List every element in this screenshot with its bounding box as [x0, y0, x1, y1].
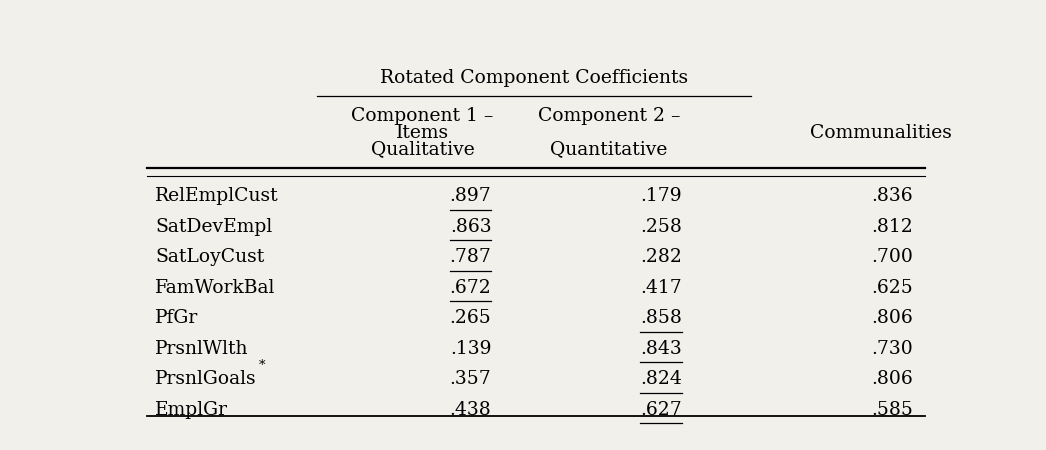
Text: RelEmplCust: RelEmplCust: [155, 187, 278, 205]
Text: .806: .806: [871, 309, 913, 327]
Text: .357: .357: [450, 370, 492, 388]
Text: *: *: [259, 359, 266, 372]
Text: .787: .787: [450, 248, 492, 266]
Text: .806: .806: [871, 370, 913, 388]
Text: Component 1 –: Component 1 –: [351, 108, 494, 126]
Text: .625: .625: [871, 279, 913, 297]
Text: .265: .265: [450, 309, 492, 327]
Text: Quantitative: Quantitative: [550, 140, 667, 158]
Text: PfGr: PfGr: [155, 309, 199, 327]
Text: .179: .179: [640, 187, 682, 205]
Text: PrsnlGoals: PrsnlGoals: [155, 370, 256, 388]
Text: PrsnlWlth: PrsnlWlth: [155, 339, 249, 357]
Text: FamWorkBal: FamWorkBal: [155, 279, 275, 297]
Text: .836: .836: [871, 187, 913, 205]
Text: Items: Items: [396, 124, 449, 142]
Text: EmplGr: EmplGr: [155, 400, 228, 418]
Text: .897: .897: [450, 187, 492, 205]
Text: Communalities: Communalities: [810, 124, 952, 142]
Text: .700: .700: [871, 248, 913, 266]
Text: .824: .824: [640, 370, 682, 388]
Text: .672: .672: [450, 279, 492, 297]
Text: .858: .858: [640, 309, 682, 327]
Text: Rotated Component Coefficients: Rotated Component Coefficients: [380, 69, 688, 87]
Text: .417: .417: [640, 279, 682, 297]
Text: .843: .843: [640, 339, 682, 357]
Text: SatDevEmpl: SatDevEmpl: [155, 217, 272, 235]
Text: .139: .139: [450, 339, 492, 357]
Text: .438: .438: [450, 400, 492, 418]
Text: .258: .258: [640, 217, 682, 235]
Text: Qualitative: Qualitative: [370, 140, 475, 158]
Text: .730: .730: [871, 339, 913, 357]
Text: Component 2 –: Component 2 –: [538, 108, 680, 126]
Text: .585: .585: [871, 400, 913, 418]
Text: .812: .812: [871, 217, 913, 235]
Text: .282: .282: [640, 248, 682, 266]
Text: .627: .627: [640, 400, 682, 418]
Text: SatLoyCust: SatLoyCust: [155, 248, 265, 266]
Text: .863: .863: [450, 217, 492, 235]
